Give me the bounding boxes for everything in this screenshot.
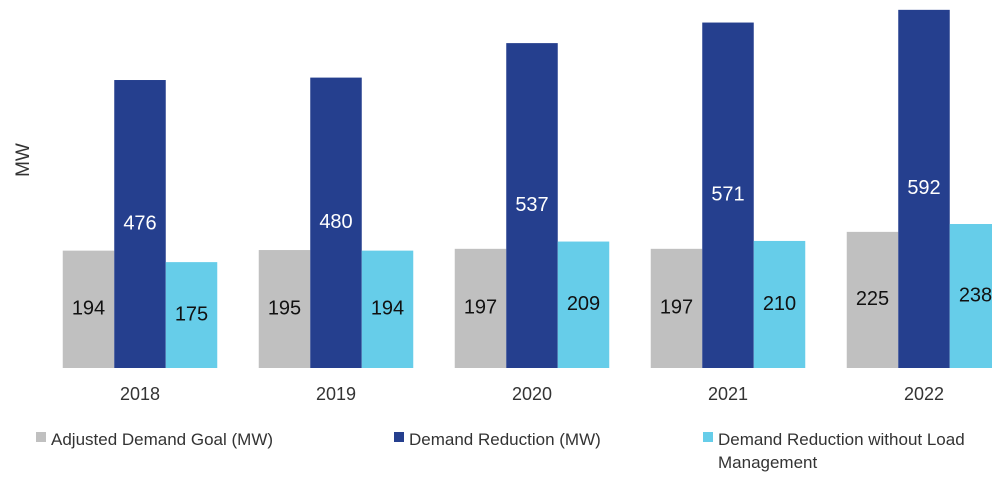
bar [753, 240, 806, 368]
bar [310, 77, 362, 368]
value-label: 197 [660, 297, 693, 319]
bar [62, 250, 115, 368]
bar [506, 43, 558, 369]
value-label: 197 [464, 297, 497, 319]
legend-swatch [703, 432, 713, 442]
bar [361, 250, 414, 368]
legend-item: Demand Reduction without Load Management [703, 428, 983, 474]
bar [557, 241, 610, 368]
legend-swatch [394, 432, 404, 442]
value-label: 209 [567, 293, 600, 315]
value-label: 194 [72, 298, 105, 320]
value-label: 571 [711, 184, 744, 206]
bar [454, 248, 507, 368]
legend-item: Adjusted Demand Goal (MW) [36, 428, 356, 451]
legend-label: Demand Reduction without Load Management [718, 430, 965, 472]
legend-label: Adjusted Demand Goal (MW) [51, 430, 274, 449]
legend-item: Demand Reduction (MW) [394, 428, 694, 451]
bar [846, 231, 899, 368]
value-label: 194 [371, 298, 404, 320]
value-label: 480 [319, 211, 352, 233]
y-axis-label: MW [13, 143, 34, 177]
value-label: 210 [763, 293, 796, 315]
value-label: 238 [959, 284, 992, 306]
bar [114, 80, 166, 369]
bar [702, 22, 754, 368]
value-label: 537 [515, 194, 548, 216]
value-label: 476 [123, 212, 156, 234]
value-label: 195 [268, 297, 301, 319]
value-label: 592 [907, 177, 940, 199]
legend-swatch [36, 432, 46, 442]
plot: MW 2018 194 476 175 2019 195 480 194 2020 197 537 2… [13, 9, 992, 404]
x-tick-label: 2022 [904, 384, 944, 404]
bar [949, 224, 992, 368]
x-tick-label: 2020 [512, 384, 552, 404]
value-label: 225 [856, 288, 889, 310]
x-tick-label: 2019 [316, 384, 356, 404]
bar [898, 9, 950, 369]
legend-label: Demand Reduction (MW) [409, 430, 601, 449]
bar [258, 250, 311, 368]
x-tick-label: 2021 [708, 384, 748, 404]
bar [650, 248, 703, 368]
x-tick-label: 2018 [120, 384, 160, 404]
value-label: 175 [175, 303, 208, 325]
bar [165, 262, 218, 368]
